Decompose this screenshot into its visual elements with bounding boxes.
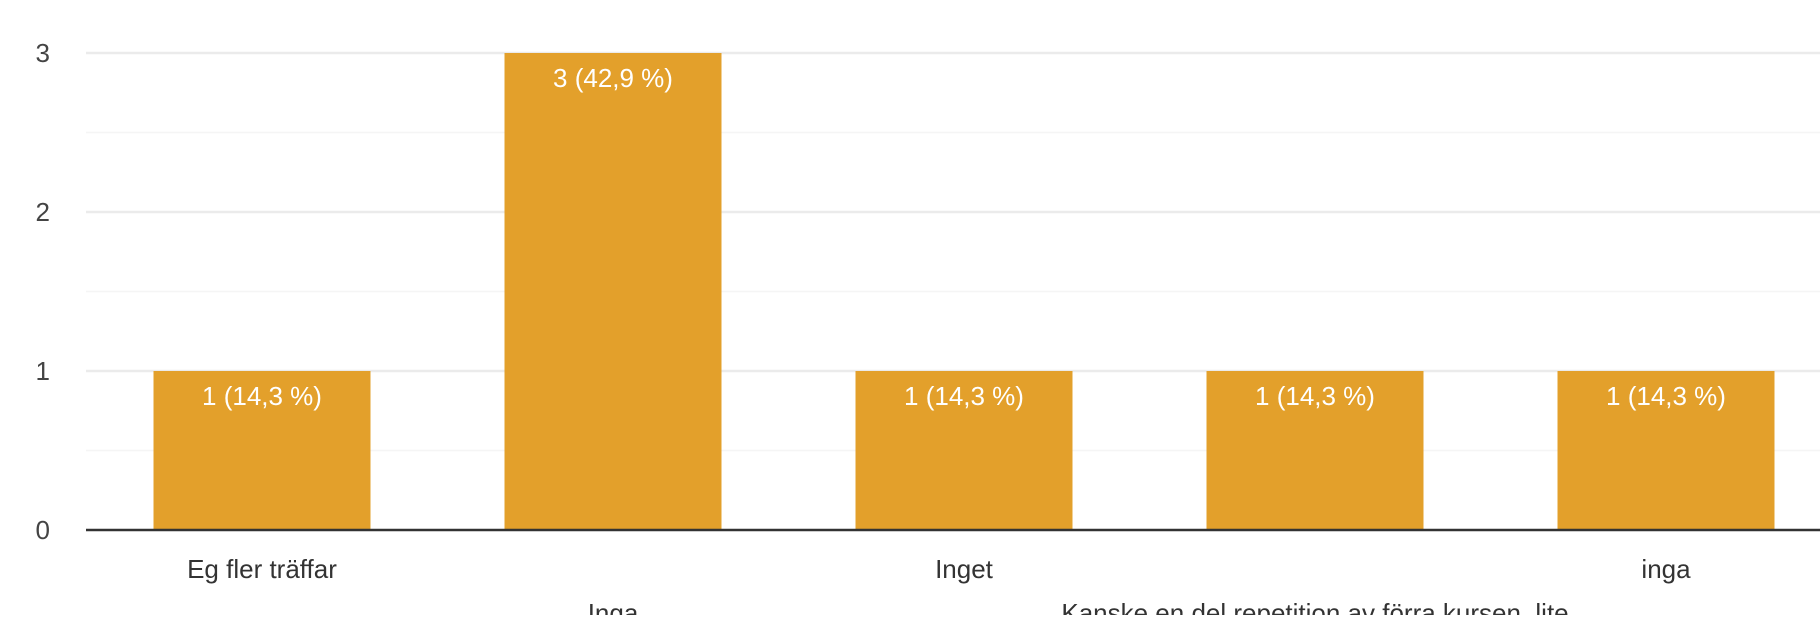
x-tick-label: Inget bbox=[935, 554, 994, 584]
bars bbox=[153, 53, 1775, 530]
bar bbox=[504, 53, 722, 530]
x-axis-ticks: Eg fler träffar Inga Inget Kanske en del re… bbox=[187, 554, 1691, 620]
y-axis-ticks: 0 1 2 3 bbox=[36, 38, 50, 545]
y-tick-label: 2 bbox=[36, 197, 50, 227]
x-tick-label: inga bbox=[1641, 554, 1691, 584]
data-labels: 1 (14,3 %) 3 (42,9 %) 1 (14,3 %) 1 (14,3 %)… bbox=[202, 63, 1726, 411]
bar bbox=[1206, 371, 1424, 530]
data-label: 1 (14,3 %) bbox=[1606, 381, 1726, 411]
x-tick-label: Eg fler träffar bbox=[187, 554, 337, 584]
x-tick-label: Kanske en del repetition av förra kursen… bbox=[1061, 598, 1568, 615]
bar bbox=[855, 371, 1073, 530]
data-label: 1 (14,3 %) bbox=[202, 381, 322, 411]
data-label: 1 (14,3 %) bbox=[1255, 381, 1375, 411]
y-tick-label: 1 bbox=[36, 356, 50, 386]
grid-lines bbox=[86, 51, 1820, 452]
data-label: 1 (14,3 %) bbox=[904, 381, 1024, 411]
data-label: 3 (42,9 %) bbox=[553, 63, 673, 93]
x-tick-label: Inga bbox=[588, 598, 639, 615]
bar bbox=[153, 371, 371, 530]
bar bbox=[1557, 371, 1775, 530]
y-tick-label: 0 bbox=[36, 515, 50, 545]
y-tick-label: 3 bbox=[36, 38, 50, 68]
